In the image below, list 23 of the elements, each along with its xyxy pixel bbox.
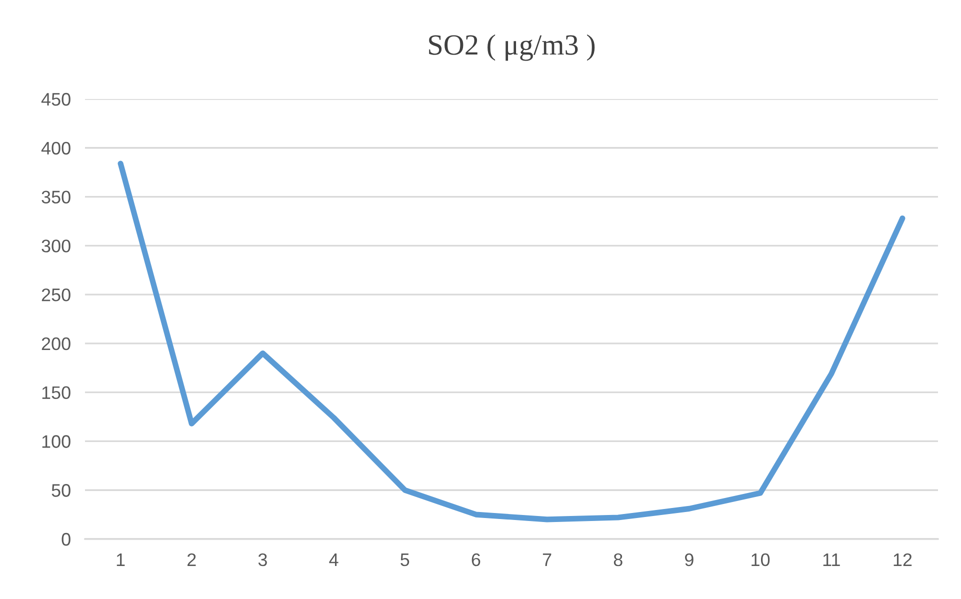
x-tick-label: 11 bbox=[823, 554, 840, 566]
x-tick-label: 2 bbox=[188, 553, 196, 566]
x-tick-label: 1 bbox=[116, 554, 125, 566]
y-tick-label: 250 bbox=[42, 288, 70, 302]
x-tick-label: 10 bbox=[752, 553, 770, 566]
x-tick-label: 3 bbox=[258, 553, 267, 566]
y-tick-label: 50 bbox=[52, 484, 70, 497]
y-tick-label: 400 bbox=[41, 142, 70, 155]
y-tick-label: 0 bbox=[62, 532, 70, 546]
y-tick-label: 450 bbox=[41, 92, 70, 106]
x-tick-label: 12 bbox=[894, 553, 912, 566]
y-tick-label: 350 bbox=[42, 190, 70, 204]
x-tick-label: 4 bbox=[329, 554, 338, 566]
x-tick-label: 7 bbox=[542, 554, 552, 566]
x-tick-label: 9 bbox=[685, 553, 694, 566]
y-tick-label: 150 bbox=[42, 386, 70, 400]
chart-title: SO2 ( μg/m3 ) bbox=[429, 34, 595, 61]
y-tick-label: 100 bbox=[42, 435, 70, 448]
x-tick-label: 6 bbox=[472, 553, 480, 566]
x-tick-label: 8 bbox=[614, 553, 622, 566]
y-tick-label: 300 bbox=[42, 240, 70, 252]
y-tick-label: 200 bbox=[42, 337, 70, 350]
x-tick-label: 5 bbox=[400, 554, 410, 566]
